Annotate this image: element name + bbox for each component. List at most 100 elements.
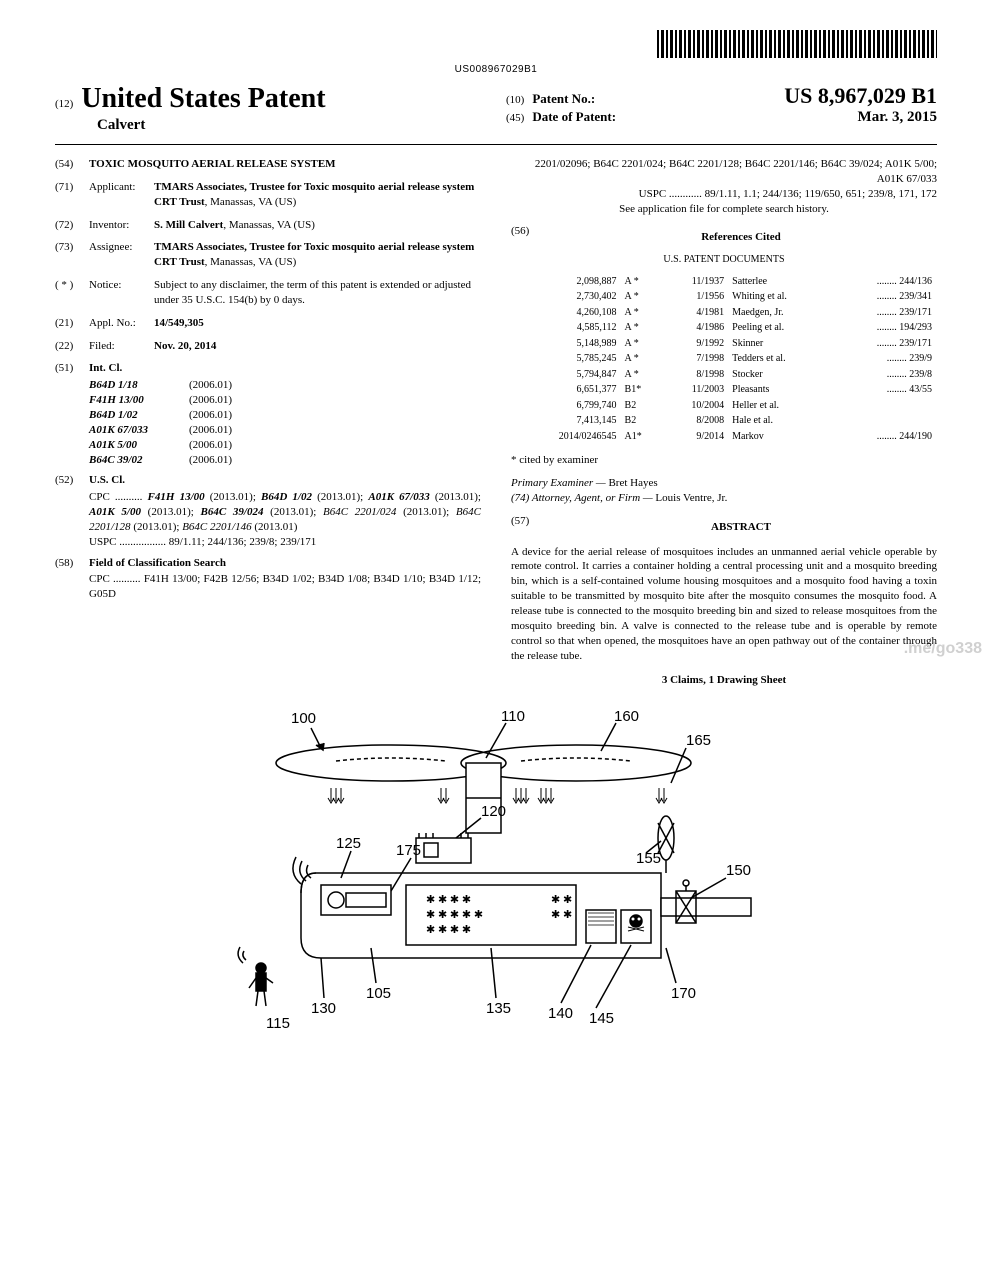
uscl-code: (52) [55,473,89,488]
date-label: Date of Patent: [532,109,616,125]
notice-label: Notice: [89,278,154,308]
svg-text:140: 140 [548,1005,573,1022]
reference-row: 2,730,402A *1/1956Whiting et al. .......… [513,290,935,304]
examiner-label: Primary Examiner — [511,477,606,489]
refs-label: References Cited [545,230,937,245]
barcode-graphic [657,30,937,58]
claims-line: 3 Claims, 1 Drawing Sheet [511,673,937,688]
uscl-label: U.S. Cl. [89,473,481,488]
patent-header: (12) United States Patent Calvert (10) P… [55,83,937,145]
references-table: 2,098,887A *11/1937Satterlee ........ 24… [511,273,937,446]
intcl-version: (2006.01) [189,423,232,438]
left-column: (54) TOXIC MOSQUITO AERIAL RELEASE SYSTE… [55,157,481,688]
header-inventor: Calvert [97,117,486,134]
svg-text:130: 130 [311,1000,336,1017]
intcl-version: (2006.01) [189,393,232,408]
country-title: United States Patent [81,83,325,115]
svg-text:150: 150 [726,862,751,879]
search-code: (58) [55,556,89,571]
applicant-label: Applicant: [89,180,154,210]
search-label: Field of Classification Search [89,556,481,571]
figure-svg: ✱ ✱ ✱ ✱ ✱ ✱ ✱ ✱ ✱ ✱ ✱ ✱ ✱ ✱ ✱ ✱ ✱ [216,703,776,1053]
patno-code: (10) [506,94,524,106]
intcl-code-item: A01K 5/00 [89,438,189,453]
refs-code: (56) [511,224,545,251]
svg-text:165: 165 [686,732,711,749]
applicant-code: (71) [55,180,89,210]
inventor-code: (72) [55,218,89,233]
svg-text:105: 105 [366,985,391,1002]
patent-number: US 8,967,029 B1 [784,83,937,109]
intcl-code: (51) [55,361,89,376]
barcode-text: US008967029B1 [55,64,937,75]
abstract-code: (57) [511,514,545,541]
intcl-version: (2006.01) [189,408,232,423]
uspc-text: USPC ................. 89/1.11; 244/136;… [89,535,481,550]
filed-value: Nov. 20, 2014 [154,339,481,354]
svg-text:135: 135 [486,1000,511,1017]
refs-subhead: U.S. PATENT DOCUMENTS [511,253,937,267]
intcl-version: (2006.01) [189,438,232,453]
search-cont: 2201/02096; B64C 2201/024; B64C 2201/128… [511,157,937,187]
svg-text:✱ ✱ ✱ ✱ ✱: ✱ ✱ ✱ ✱ ✱ [426,909,483,921]
assignee-name: TMARS Associates, Trustee for Toxic mosq… [154,241,474,268]
date-code: (45) [506,112,524,124]
search-note: See application file for complete search… [511,202,937,217]
assignee-code: (73) [55,240,89,270]
applno-code: (21) [55,316,89,331]
inventor-label: Inventor: [89,218,154,233]
svg-text:155: 155 [636,850,661,867]
abstract-label: ABSTRACT [545,520,937,535]
svg-text:110: 110 [501,708,525,725]
svg-text:✱ ✱: ✱ ✱ [551,909,572,921]
svg-text:100: 100 [291,710,316,727]
notice-text: Subject to any disclaimer, the term of t… [154,278,481,308]
cpc-text: CPC .......... F41H 13/00 (2013.01); B64… [89,490,481,535]
filed-code: (22) [55,339,89,354]
reference-row: 2014/0246545A1*9/2014Markov ........ 244… [513,430,935,444]
intcl-version: (2006.01) [189,453,232,468]
assignee-label: Assignee: [89,240,154,270]
intcl-code-item: B64C 39/02 [89,453,189,468]
reference-row: 5,148,989A *9/1992Skinner ........ 239/1… [513,337,935,351]
barcode-region: US008967029B1 [55,30,937,75]
svg-text:115: 115 [266,1015,290,1032]
intcl-label: Int. Cl. [89,361,481,376]
invention-title: TOXIC MOSQUITO AERIAL RELEASE SYSTEM [89,157,481,172]
svg-text:✱ ✱: ✱ ✱ [551,894,572,906]
intcl-code-item: A01K 67/033 [89,423,189,438]
body-columns: (54) TOXIC MOSQUITO AERIAL RELEASE SYSTE… [55,157,937,688]
svg-text:175: 175 [396,842,421,859]
applno-value: 14/549,305 [154,316,481,331]
abstract-text: A device for the aerial release of mosqu… [511,545,937,664]
intcl-code-item: B64D 1/18 [89,378,189,393]
inventor-name: S. Mill Calvert [154,219,223,231]
patno-label: Patent No.: [532,91,595,107]
reference-row: 5,785,245A *7/1998Tedders et al. .......… [513,352,935,366]
search-cpc: CPC .......... F41H 13/00; F42B 12/56; B… [89,572,481,602]
applno-label: Appl. No.: [89,316,154,331]
svg-text:✱ ✱ ✱ ✱: ✱ ✱ ✱ ✱ [426,894,471,906]
reference-row: 7,413,145B28/2008Hale et al. [513,414,935,428]
search-uspc: USPC ............ 89/1.11, 1.1; 244/136;… [511,187,937,202]
reference-row: 5,794,847A *8/1998Stocker ........ 239/8 [513,368,935,382]
svg-text:160: 160 [614,708,639,725]
svg-text:120: 120 [481,803,506,820]
intcl-code-item: B64D 1/02 [89,408,189,423]
reference-row: 6,799,740B210/2004Heller et al. [513,399,935,413]
svg-text:145: 145 [589,1010,614,1027]
right-column: 2201/02096; B64C 2201/024; B64C 2201/128… [511,157,937,688]
title-code: (54) [55,157,89,172]
reference-row: 4,260,108A *4/1981Maedgen, Jr. ........ … [513,306,935,320]
reference-row: 6,651,377B1*11/2003Pleasants ........ 43… [513,383,935,397]
notice-code: ( * ) [55,278,89,308]
doc-kind-code: (12) [55,98,73,110]
attorney-name: Louis Ventre, Jr. [655,492,727,504]
svg-text:✱ ✱ ✱ ✱: ✱ ✱ ✱ ✱ [426,924,471,936]
svg-text:125: 125 [336,835,361,852]
examiner-name: Bret Hayes [608,477,657,489]
patent-figure: ✱ ✱ ✱ ✱ ✱ ✱ ✱ ✱ ✱ ✱ ✱ ✱ ✱ ✱ ✱ ✱ ✱ [55,703,937,1057]
intcl-code-item: F41H 13/00 [89,393,189,408]
svg-text:170: 170 [671,985,696,1002]
cited-note: * cited by examiner [511,453,937,468]
